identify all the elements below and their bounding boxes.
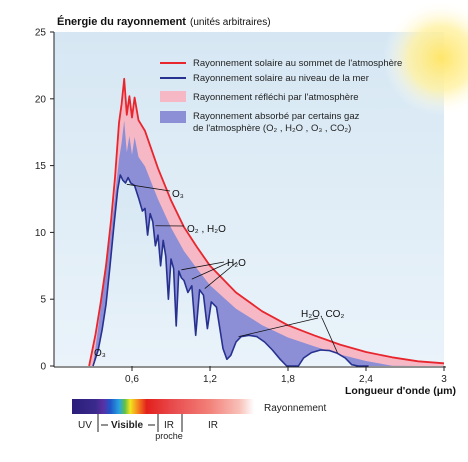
annotation-label: H₂O (227, 258, 246, 269)
band-ir-near-label-1: IR (164, 420, 174, 431)
annotation-label: O₃ (94, 348, 106, 359)
legend-label-reflected: Rayonnement réfléchi par l'atmosphère (193, 92, 359, 103)
spectrum-gradient (72, 399, 254, 414)
legend-swatch-absorbed (160, 111, 186, 123)
x-tick-label: 1,2 (203, 374, 217, 385)
x-tick-label: 3 (441, 374, 447, 385)
x-axis-ticks: 0,6 1,2 1,8 2,4 3 (125, 366, 447, 385)
y-tick-label: 5 (40, 295, 46, 306)
y-tick-label: 25 (35, 28, 47, 39)
band-ir-near-label-2: proche (155, 431, 183, 441)
legend-label-absorbed-1: Rayonnement absorbé par certains gaz (193, 111, 360, 122)
x-axis-label: Longueur d'onde (μm) (345, 385, 456, 397)
chart-title: Énergie du rayonnement (unités arbitraire… (57, 15, 271, 28)
band-visible-label: Visible (111, 420, 143, 431)
band-uv-label: UV (78, 420, 92, 431)
y-tick-label: 10 (35, 228, 47, 239)
annotation-label: H₂O, CO₂ (301, 309, 344, 320)
y-tick-label: 0 (40, 362, 46, 373)
spectrum-bar: Rayonnement UV Visible IR proche IR (72, 399, 326, 441)
band-ir-label: IR (208, 420, 218, 431)
x-tick-label: 2,4 (359, 374, 373, 385)
annotation-label: O₂ , H₂O (187, 224, 226, 235)
chart-title-suffix: (unités arbitraires) (190, 17, 271, 28)
x-tick-label: 1,8 (281, 374, 295, 385)
spectrum-label: Rayonnement (264, 403, 326, 414)
chart-title-main: Énergie du rayonnement (57, 15, 186, 28)
legend-swatch-reflected (160, 91, 186, 102)
y-tick-label: 15 (35, 161, 47, 172)
legend-label-top: Rayonnement solaire au sommet de l'atmos… (193, 58, 402, 69)
legend-label-sealevel: Rayonnement solaire au niveau de la mer (193, 73, 369, 84)
x-tick-label: 0,6 (125, 374, 139, 385)
legend-label-absorbed-2: de l'atmosphère (O₂ , H₂O , O₃ , CO₂) (193, 123, 351, 134)
y-tick-label: 20 (35, 94, 47, 105)
y-axis-ticks: 0 5 10 15 20 25 (35, 28, 54, 373)
annotation-label: O₃ (172, 189, 184, 200)
